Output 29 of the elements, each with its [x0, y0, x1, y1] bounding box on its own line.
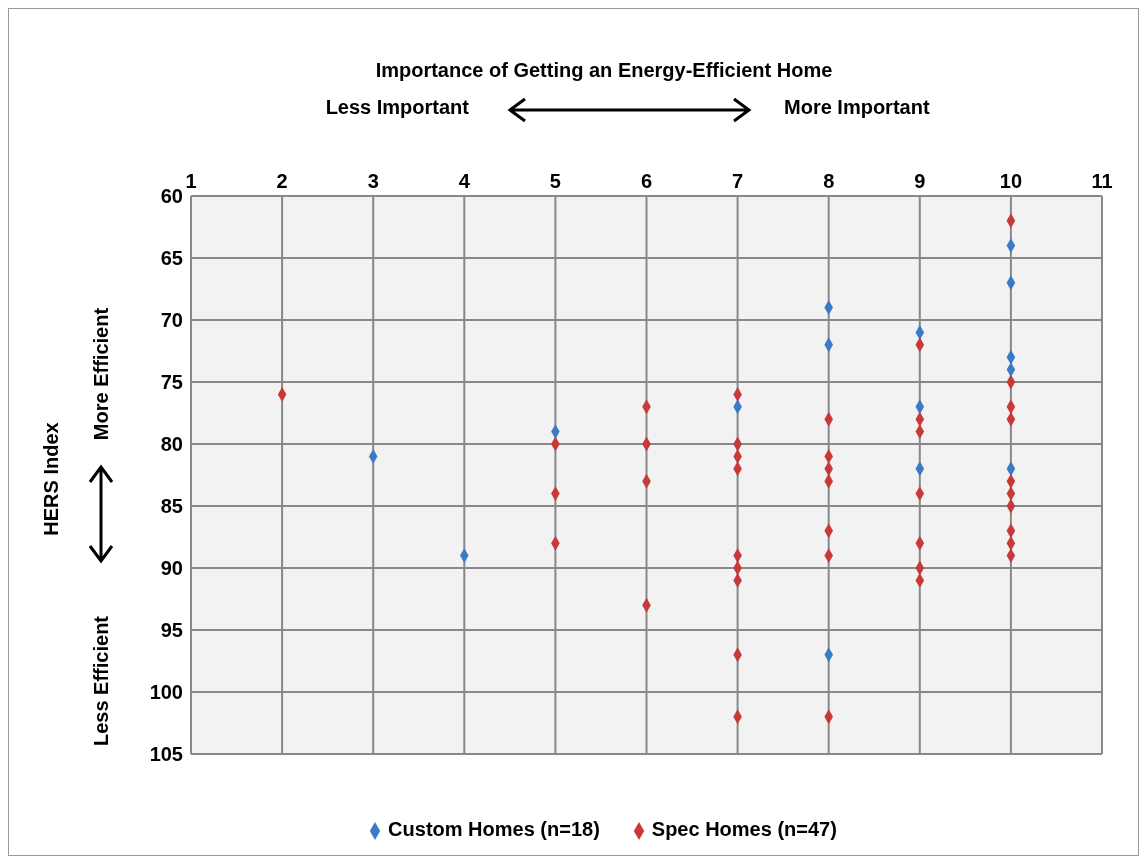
x-axis-title: Importance of Getting an Energy-Efficient Home — [375, 59, 833, 82]
y-tick-label: 100 — [149, 681, 183, 704]
x-tick-label: 9 — [914, 170, 926, 192]
y-tick-label: 80 — [160, 433, 183, 456]
legend-label: Custom Homes (n=18) — [388, 818, 600, 840]
y-tick-label: 90 — [160, 557, 183, 580]
x-tick-label: 2 — [276, 170, 288, 192]
text: Less Efficient — [89, 615, 113, 747]
x-tick-label: 3 — [367, 170, 379, 192]
text: More Important — [784, 96, 930, 119]
y-tick-label: 95 — [160, 619, 183, 642]
x-tick-label: 7 — [732, 170, 744, 192]
x-tick-label: 10 — [999, 170, 1023, 192]
x-tick-label: 1 — [185, 170, 197, 192]
y-tick-label: 105 — [149, 743, 183, 766]
y-tick-label: 70 — [160, 309, 183, 332]
text: Less Important — [325, 96, 469, 119]
y-tick-label: 60 — [160, 185, 183, 208]
x-tick-label: 4 — [458, 170, 471, 192]
y-tick-label: 75 — [160, 371, 183, 394]
text: More Efficient — [89, 307, 113, 441]
x-tick-label: 6 — [640, 170, 653, 192]
x-tick-label: 8 — [823, 170, 835, 192]
x-tick-label: 11 — [1091, 170, 1113, 192]
y-tick-label: 85 — [160, 495, 183, 518]
y-axis-title: HERS Index — [39, 422, 63, 536]
x-tick-label: 5 — [549, 170, 561, 192]
y-tick-label: 65 — [160, 247, 183, 270]
legend-label: Spec Homes (n=47) — [651, 818, 837, 840]
